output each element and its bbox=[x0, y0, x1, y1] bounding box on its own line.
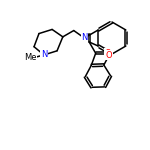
Text: N: N bbox=[41, 50, 47, 59]
Text: O: O bbox=[106, 51, 112, 60]
Text: N: N bbox=[81, 33, 88, 42]
Text: O: O bbox=[104, 49, 111, 58]
Text: Me: Me bbox=[24, 53, 36, 62]
